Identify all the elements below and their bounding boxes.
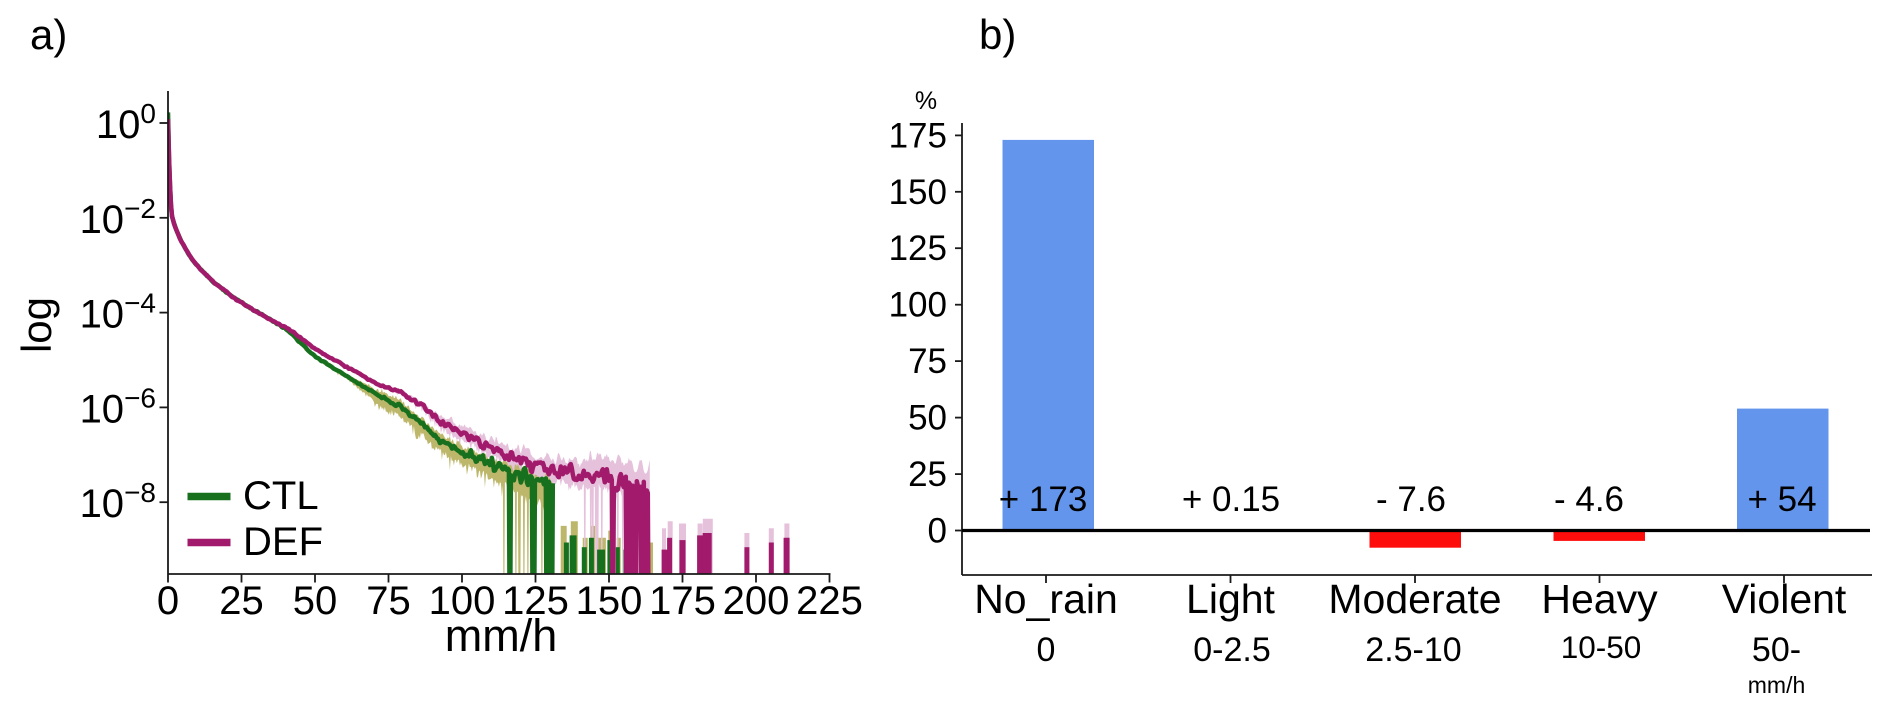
svg-text:CTL: CTL — [243, 474, 319, 518]
svg-text:0: 0 — [157, 579, 179, 623]
svg-text:0: 0 — [928, 512, 947, 551]
svg-text:+ 54: + 54 — [1747, 480, 1816, 519]
svg-text:b): b) — [979, 11, 1016, 58]
svg-text:+ 0.15: + 0.15 — [1182, 480, 1280, 519]
svg-text:175: 175 — [649, 579, 716, 623]
svg-text:%: % — [915, 87, 937, 115]
svg-text:225: 225 — [796, 579, 863, 623]
svg-text:150: 150 — [889, 173, 947, 212]
svg-text:0: 0 — [1037, 631, 1056, 669]
svg-text:DEF: DEF — [243, 520, 323, 564]
svg-text:50: 50 — [293, 579, 338, 623]
svg-text:75: 75 — [908, 342, 947, 381]
svg-text:100: 100 — [429, 579, 496, 623]
svg-text:Light: Light — [1186, 576, 1276, 622]
svg-text:125: 125 — [502, 579, 569, 623]
svg-text:175: 175 — [889, 116, 947, 155]
svg-text:a): a) — [30, 11, 67, 58]
svg-text:0-2.5: 0-2.5 — [1193, 631, 1271, 669]
svg-text:Violent: Violent — [1722, 576, 1847, 622]
svg-text:No_rain: No_rain — [974, 576, 1118, 622]
svg-text:50-: 50- — [1752, 631, 1801, 669]
svg-text:25: 25 — [219, 579, 264, 623]
svg-text:2.5-10: 2.5-10 — [1365, 631, 1461, 669]
svg-text:200: 200 — [723, 579, 790, 623]
svg-text:10-50: 10-50 — [1561, 629, 1642, 665]
svg-text:- 4.6: - 4.6 — [1554, 480, 1624, 519]
svg-text:10−4: 10−4 — [80, 288, 156, 337]
svg-text:25: 25 — [908, 455, 947, 494]
svg-text:Heavy: Heavy — [1541, 576, 1658, 622]
svg-text:100: 100 — [889, 286, 947, 325]
svg-text:Moderate: Moderate — [1328, 576, 1501, 622]
svg-text:+ 173: + 173 — [999, 480, 1088, 519]
svg-text:mm/h: mm/h — [1748, 672, 1806, 698]
svg-text:75: 75 — [366, 579, 411, 623]
svg-text:mm/h: mm/h — [445, 610, 558, 661]
svg-text:150: 150 — [576, 579, 643, 623]
svg-text:125: 125 — [889, 229, 947, 268]
svg-text:log: log — [13, 297, 60, 353]
svg-text:- 7.6: - 7.6 — [1376, 480, 1446, 519]
svg-text:50: 50 — [908, 399, 947, 438]
